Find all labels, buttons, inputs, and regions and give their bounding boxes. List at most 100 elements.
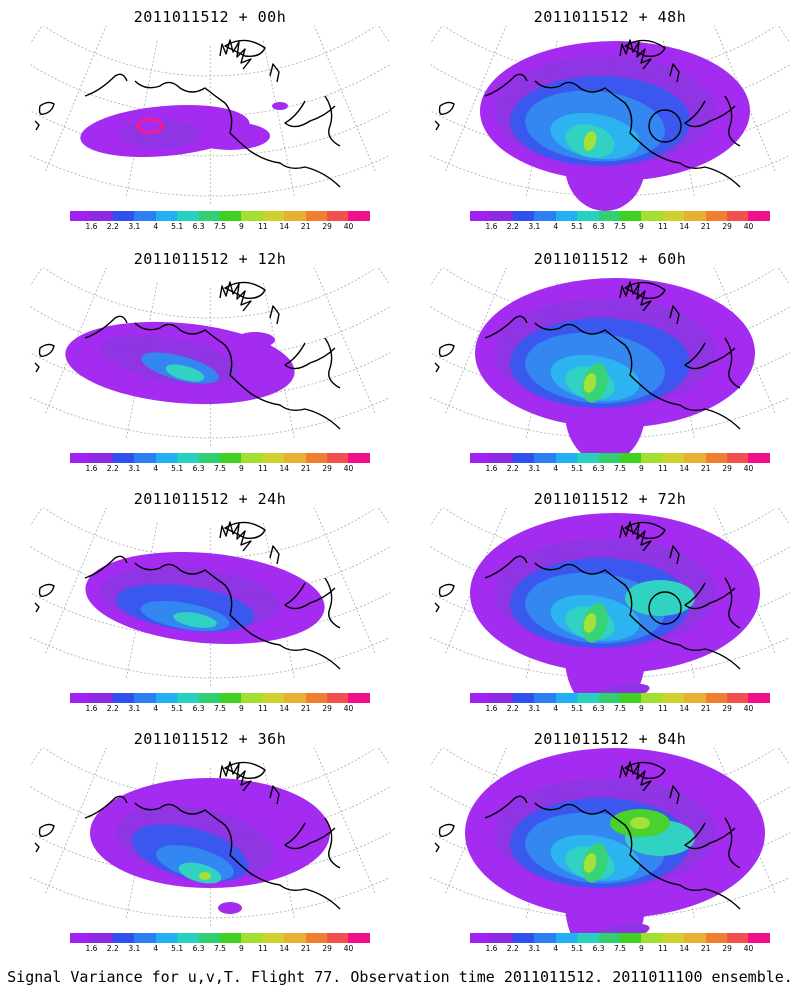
legend-tick-label: 29 — [322, 944, 332, 953]
legend-swatch — [305, 211, 328, 221]
legend-swatch — [748, 211, 770, 221]
legend-swatch — [641, 211, 663, 221]
legend-swatch — [134, 211, 156, 221]
legend-labels: 1.6 2.2 3.1 4 5.1 6.3 7.5 9 11 14 21 29 40 — [70, 703, 370, 715]
legend-tick-label: 40 — [743, 222, 754, 231]
legend-swatch — [705, 933, 728, 943]
legend-swatch — [70, 453, 92, 463]
legend-swatch — [262, 211, 285, 221]
legend-tick-label: 6.3 — [592, 222, 605, 231]
legend-swatch — [470, 453, 492, 463]
panel-title: 2011011512 + 36h — [133, 730, 287, 748]
coastlines — [34, 521, 341, 670]
legend-swatch — [91, 211, 113, 221]
legend-swatch — [348, 693, 370, 703]
polar-map — [430, 268, 790, 453]
color-legend: 1.6 2.2 3.1 4 5.1 6.3 7.5 9 11 14 21 29 40 — [70, 211, 370, 241]
legend-swatch — [491, 211, 513, 221]
legend-tick-label: 6.3 — [592, 464, 605, 473]
legend-tick-label: 40 — [743, 704, 754, 713]
legend-tick-label: 2.2 — [106, 944, 119, 953]
legend-labels: 1.6 2.2 3.1 4 5.1 6.3 7.5 9 11 14 21 29 40 — [70, 221, 370, 233]
legend-tick-label: 4 — [153, 704, 159, 713]
legend-swatch — [705, 453, 728, 463]
legend-swatch — [534, 211, 556, 221]
legend-swatch — [534, 693, 556, 703]
legend-swatch — [619, 211, 642, 221]
legend-tick-label: 4 — [553, 704, 559, 713]
legend-swatch — [470, 693, 492, 703]
legend-tick-label: 11 — [658, 222, 668, 231]
legend-tick-label: 3.1 — [128, 944, 141, 953]
legend-swatch — [112, 453, 135, 463]
legend-swatch — [748, 693, 770, 703]
legend-swatch — [727, 693, 749, 703]
legend-swatch — [198, 933, 220, 943]
legend-swatch — [134, 693, 156, 703]
legend-tick-label: 5.1 — [171, 222, 184, 231]
legend-bar — [70, 693, 370, 703]
legend-swatch — [727, 211, 749, 221]
legend-swatch — [555, 211, 578, 221]
variance-field — [475, 278, 755, 453]
coastlines — [434, 39, 741, 188]
legend-tick-label: 29 — [722, 464, 732, 473]
legend-swatch — [198, 453, 220, 463]
legend-swatch — [177, 211, 199, 221]
legend-tick-label: 40 — [743, 464, 754, 473]
legend-tick-label: 9 — [239, 464, 244, 473]
legend-tick-label: 40 — [743, 944, 754, 953]
legend-tick-label: 4 — [153, 464, 159, 473]
legend-tick-label: 11 — [658, 704, 668, 713]
legend-swatch — [662, 933, 685, 943]
forecast-panel: 2011011512 + 00h 1.6 2.2 3.1 4 5.1 6.3 7.5 9 11 14… — [30, 8, 390, 243]
legend-swatch — [91, 933, 113, 943]
polar-map — [30, 26, 390, 207]
legend-swatch — [284, 211, 306, 221]
legend-bar — [70, 933, 370, 943]
legend-tick-label: 2.2 — [106, 704, 119, 713]
observation-marker — [648, 109, 682, 143]
legend-swatch — [219, 453, 242, 463]
legend-tick-label: 9 — [639, 944, 644, 953]
legend-swatch — [284, 453, 306, 463]
legend-swatch — [577, 693, 599, 703]
forecast-panel: 2011011512 + 84h 1.6 2.2 3.1 4 5.1 6.3 7.5 9 11 14… — [430, 730, 790, 965]
variance-field — [80, 102, 288, 157]
forecast-panel: 2011011512 + 12h 1.6 2.2 3.1 4 5.1 6.3 7.5 9 11 14… — [30, 250, 390, 485]
polar-map — [30, 748, 390, 929]
legend-swatch — [470, 933, 492, 943]
legend-labels: 1.6 2.2 3.1 4 5.1 6.3 7.5 9 11 14 21 29 40 — [470, 463, 770, 475]
legend-swatch — [70, 693, 92, 703]
legend-bar — [470, 933, 770, 943]
legend-tick-label: 21 — [700, 944, 711, 953]
legend-swatch — [641, 933, 663, 943]
legend-labels: 1.6 2.2 3.1 4 5.1 6.3 7.5 9 11 14 21 29 40 — [70, 943, 370, 955]
color-legend: 1.6 2.2 3.1 4 5.1 6.3 7.5 9 11 14 21 29 40 — [70, 693, 370, 723]
legend-tick-label: 3.1 — [528, 464, 541, 473]
legend-swatch — [91, 453, 113, 463]
legend-labels: 1.6 2.2 3.1 4 5.1 6.3 7.5 9 11 14 21 29 40 — [470, 221, 770, 233]
legend-swatch — [577, 211, 599, 221]
legend-swatch — [727, 453, 749, 463]
legend-swatch — [491, 933, 513, 943]
legend-swatch — [534, 453, 556, 463]
legend-swatch — [134, 933, 156, 943]
color-legend: 1.6 2.2 3.1 4 5.1 6.3 7.5 9 11 14 21 29 40 — [70, 453, 370, 483]
legend-tick-label: 4 — [153, 222, 159, 231]
legend-swatch — [662, 693, 685, 703]
legend-tick-label: 2.2 — [506, 222, 519, 231]
legend-tick-label: 11 — [258, 704, 268, 713]
coastlines — [434, 281, 741, 430]
panel-title: 2011011512 + 00h — [133, 8, 287, 26]
legend-swatch — [327, 211, 349, 221]
legend-swatch — [241, 453, 263, 463]
legend-tick-label: 1.6 — [85, 222, 98, 231]
legend-tick-label: 1.6 — [85, 944, 98, 953]
color-legend: 1.6 2.2 3.1 4 5.1 6.3 7.5 9 11 14 21 29 40 — [70, 933, 370, 963]
panel-title: 2011011512 + 12h — [133, 250, 287, 268]
forecast-panel: 2011011512 + 60h 1.6 2.2 3.1 4 5.1 6.3 7.5 9 11 14… — [430, 250, 790, 485]
polar-map — [30, 268, 390, 449]
legend-swatch — [619, 693, 642, 703]
legend-swatch — [491, 693, 513, 703]
